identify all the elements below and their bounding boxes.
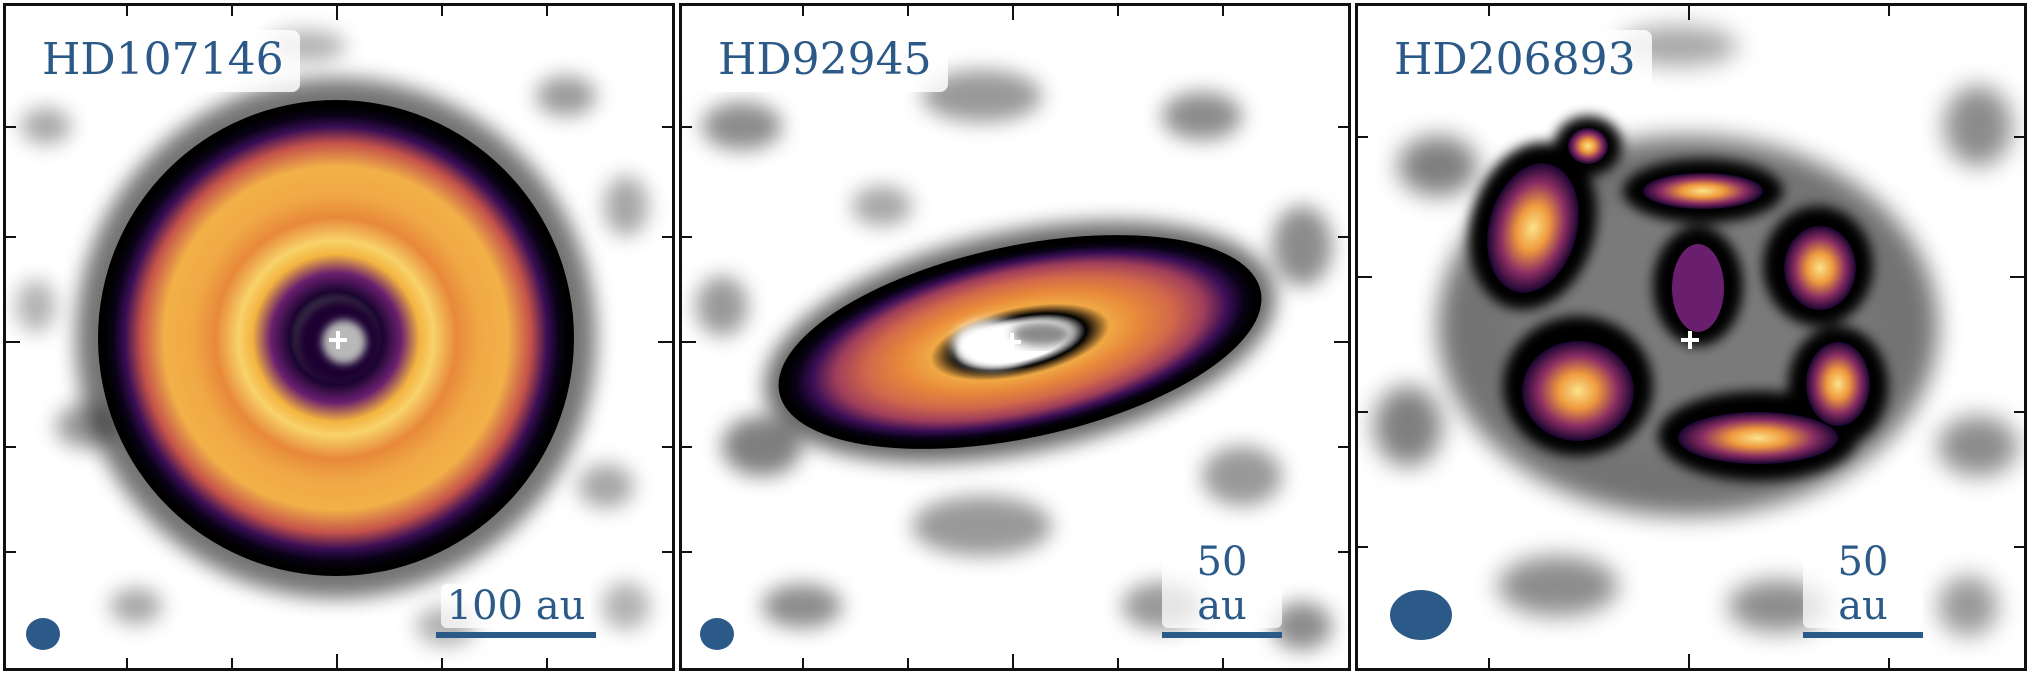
- star-marker-icon: [1003, 333, 1021, 351]
- image-hd206893: [1374, 26, 2018, 636]
- scale-bar: 50 au: [1162, 540, 1282, 638]
- scale-bar: 100 au: [436, 584, 596, 638]
- panel-hd92945: HD92945 50 au: [679, 3, 1351, 671]
- scale-label: 100 au: [440, 584, 592, 628]
- star-marker-icon: [1681, 331, 1699, 349]
- target-name: HD92945: [704, 30, 948, 92]
- beam-ellipse-icon: [26, 618, 60, 650]
- target-name: HD206893: [1380, 30, 1652, 92]
- scale-bar-line: [436, 632, 596, 638]
- scale-bar-line: [1162, 632, 1282, 638]
- beam-ellipse-icon: [1390, 590, 1452, 640]
- panel-hd107146: HD107146 100 au: [3, 3, 675, 671]
- scale-bar-line: [1803, 632, 1923, 638]
- target-name: HD107146: [28, 30, 300, 92]
- scale-label: 50 au: [1803, 540, 1923, 628]
- star-marker-icon: [329, 331, 347, 349]
- scale-label: 50 au: [1162, 540, 1282, 628]
- scale-bar: 50 au: [1803, 540, 1923, 638]
- panel-hd206893: HD206893 50 au: [1355, 3, 2027, 671]
- beam-ellipse-icon: [700, 618, 734, 650]
